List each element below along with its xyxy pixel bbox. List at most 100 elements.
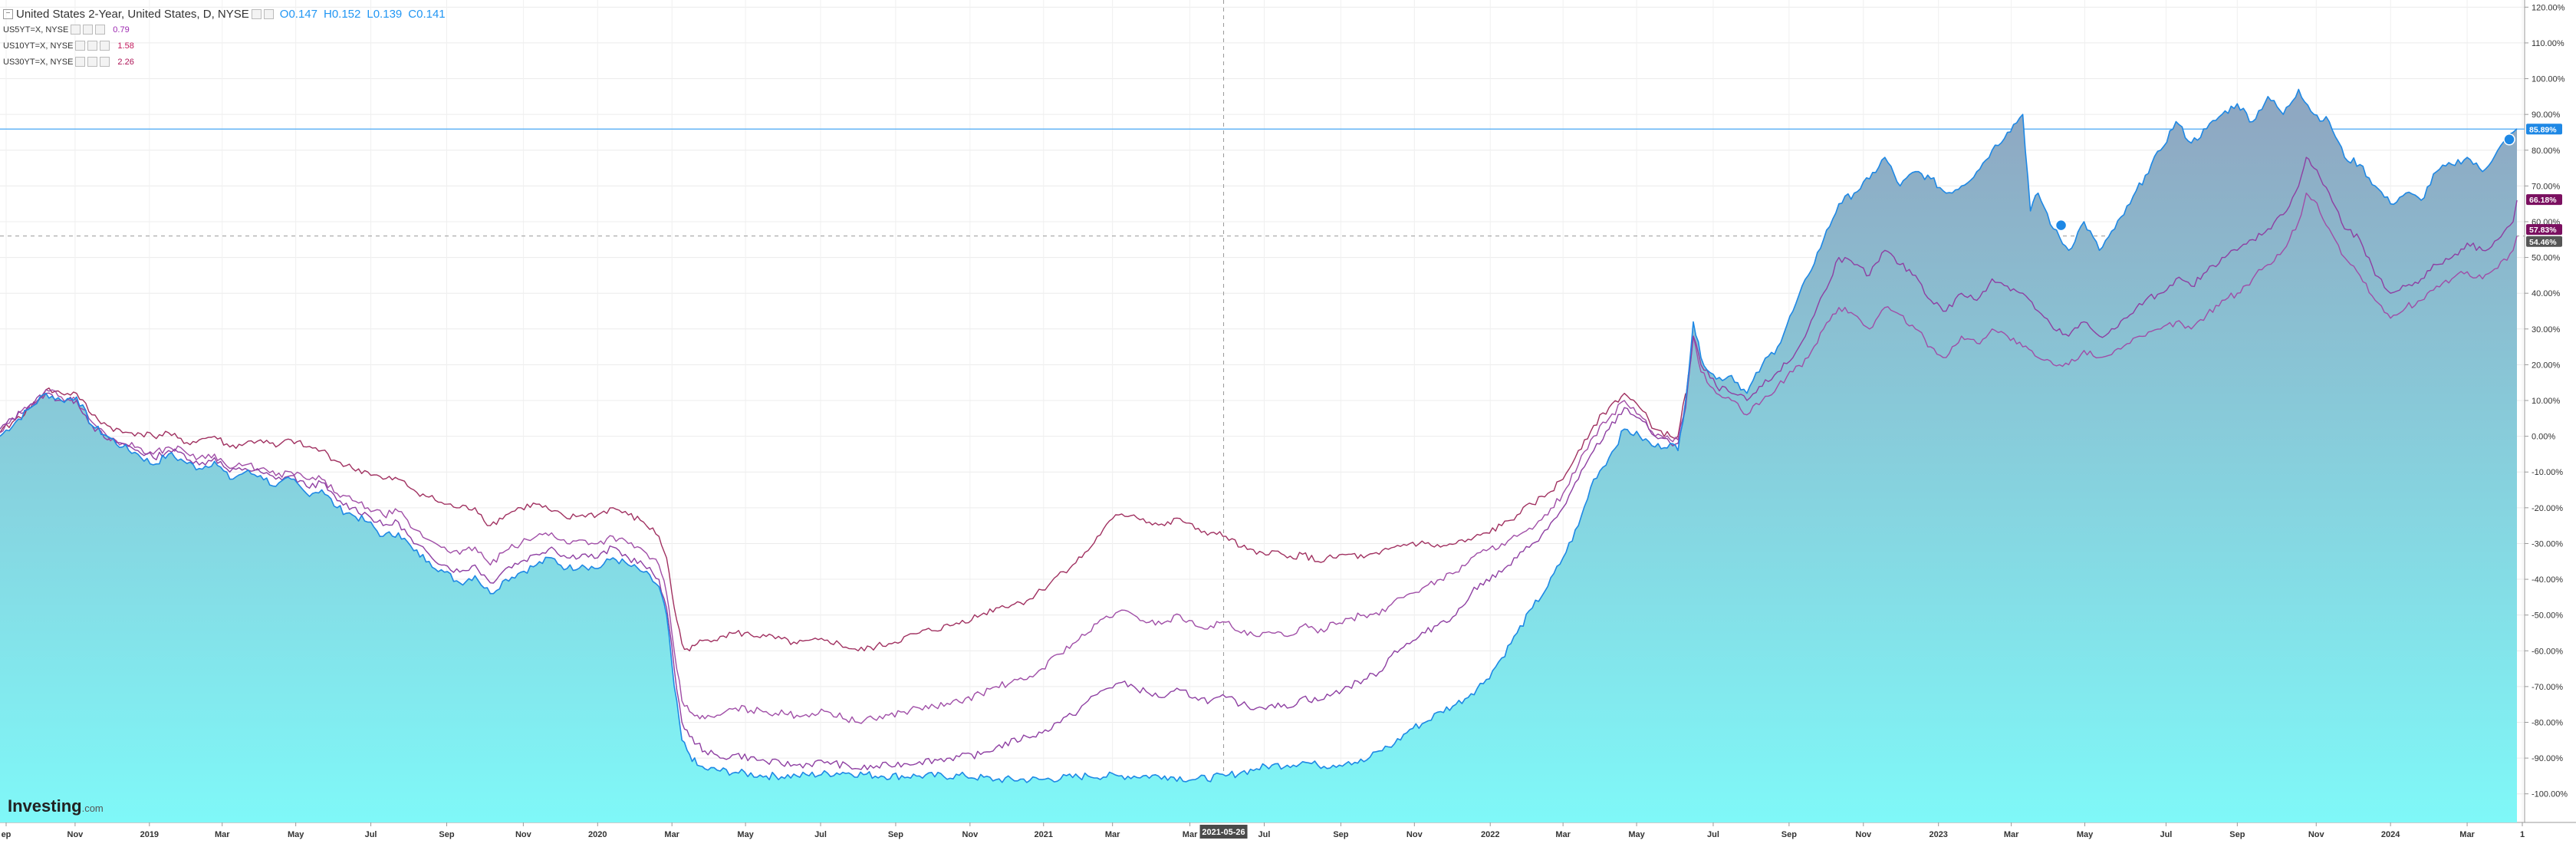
value-tag [2526, 236, 2562, 247]
value-tag [2526, 224, 2562, 236]
us2y-line [0, 88, 2518, 783]
x-tick-label: May [2077, 830, 2094, 839]
y-tick-label: 70.00% [2532, 182, 2561, 191]
y-tick-label: 0.00% [2532, 433, 2555, 442]
settings-icon[interactable] [75, 57, 86, 67]
logo-suffix: .com [81, 803, 104, 814]
x-tick-label: Sep [1781, 830, 1797, 839]
value-tag-label: 57.83% [2529, 226, 2557, 235]
y-tick-label: 100.00% [2532, 75, 2565, 84]
y-tick-label: -20.00% [2532, 504, 2563, 513]
x-tick-label: Sep [439, 830, 454, 839]
y-tick-label: 120.00% [2532, 3, 2565, 12]
high-value: H0.152 [324, 7, 361, 21]
x-tick-label: May [288, 830, 304, 839]
y-tick-label: -90.00% [2532, 754, 2563, 763]
x-tick-label: 2022 [1481, 830, 1499, 839]
hide-icon[interactable] [87, 41, 98, 51]
y-tick-label: 40.00% [2532, 289, 2561, 298]
y-tick-label: -100.00% [2532, 790, 2568, 799]
y-tick-label: 10.00% [2532, 397, 2561, 406]
x-tick-label: Nov [1406, 830, 1423, 839]
y-tick-label: 20.00% [2532, 361, 2561, 370]
y-tick-label: 30.00% [2532, 325, 2561, 335]
main-series-header: − United States 2-Year, United States, D… [3, 6, 446, 21]
event-marker-icon[interactable] [2503, 133, 2515, 146]
x-tick-label: Mar [2459, 830, 2475, 839]
x-tick-label: Jul [1258, 830, 1271, 839]
collapse-icon[interactable]: − [3, 8, 13, 19]
y-tick-label: 110.00% [2532, 39, 2564, 48]
x-tick-label: Sep [2229, 830, 2245, 839]
x-tick-label: Mar [1555, 830, 1571, 839]
y-tick-label: 50.00% [2532, 254, 2561, 263]
x-tick-label: Nov [962, 830, 979, 839]
remove-icon[interactable] [100, 57, 110, 67]
settings-icon[interactable] [71, 25, 81, 35]
x-tick-label: Nov [1855, 830, 1872, 839]
legend-symbol: US5YT=X, NYSE [3, 25, 69, 35]
y-tick-label: -80.00% [2532, 718, 2563, 727]
x-tick-label: Mar [1183, 830, 1198, 839]
legend-row-us10: US10YT=X, NYSE 1.58 [3, 38, 446, 54]
value-tag [2526, 194, 2562, 206]
legend-value: 0.79 [113, 25, 130, 35]
us5y-line [0, 157, 2518, 770]
x-tick-label: Mar [1105, 830, 1120, 839]
us2y-area-fill [0, 89, 2518, 822]
x-tick-label: Nov [2308, 830, 2325, 839]
x-tick-label: 2024 [2381, 830, 2400, 839]
remove-icon[interactable] [95, 25, 106, 35]
y-tick-label: -40.00% [2532, 575, 2563, 585]
x-tick-label: ep [2, 830, 12, 839]
settings-icon[interactable] [75, 41, 86, 51]
x-tick-label: Mar [215, 830, 230, 839]
y-tick-label: 90.00% [2532, 110, 2561, 120]
hide-icon[interactable] [87, 57, 98, 67]
legend-row-us5: US5YT=X, NYSE 0.79 [3, 21, 446, 38]
x-tick-label: Nov [515, 830, 532, 839]
legend: − United States 2-Year, United States, D… [3, 6, 446, 70]
event-marker-icon[interactable] [2055, 219, 2068, 232]
x-tick-label: Jul [365, 830, 377, 839]
us30y-line [0, 387, 1686, 651]
x-tick-label: Jul [814, 830, 827, 839]
y-tick-label: -50.00% [2532, 611, 2563, 621]
legend-symbol: US10YT=X, NYSE [3, 41, 74, 51]
value-tag [2526, 124, 2562, 135]
crosshair-date-tag [1199, 825, 1248, 839]
x-tick-label: Mar [2004, 830, 2019, 839]
y-tick-label: -10.00% [2532, 468, 2563, 477]
legend-value: 2.26 [117, 57, 134, 67]
legend-value: 1.58 [117, 41, 134, 51]
settings-icon[interactable] [251, 8, 262, 19]
x-tick-label: Sep [888, 830, 903, 839]
x-tick-label: Mar [664, 830, 679, 839]
x-tick-label: 2023 [1929, 830, 1947, 839]
remove-icon[interactable] [100, 41, 110, 51]
hide-icon[interactable] [83, 25, 94, 35]
x-tick-label: 2020 [588, 830, 607, 839]
x-tick-label: May [1628, 830, 1645, 839]
hide-icon[interactable] [263, 8, 274, 19]
x-tick-label: Sep [1333, 830, 1348, 839]
legend-row-us30: US30YT=X, NYSE 2.26 [3, 54, 446, 70]
value-tag-label: 66.18% [2529, 196, 2557, 205]
crosshair-date-label: 2021-05-26 [1202, 828, 1245, 837]
x-tick-label: 1 [2520, 830, 2525, 839]
low-value: L0.139 [367, 7, 403, 21]
x-tick-label: 2019 [140, 830, 159, 839]
close-value: C0.141 [408, 7, 446, 21]
y-tick-label: -60.00% [2532, 647, 2563, 656]
x-tick-label: Jul [1707, 830, 1719, 839]
investing-logo: Investing.com [8, 796, 104, 816]
y-tick-label: 80.00% [2532, 147, 2561, 156]
x-tick-label: May [737, 830, 754, 839]
main-series-title: United States 2-Year, United States, D, … [16, 7, 249, 21]
x-tick-label: 2021 [1035, 830, 1053, 839]
y-tick-label: -70.00% [2532, 683, 2563, 692]
value-tag-label: 85.89% [2529, 125, 2557, 134]
y-tick-label: -30.00% [2532, 539, 2563, 549]
